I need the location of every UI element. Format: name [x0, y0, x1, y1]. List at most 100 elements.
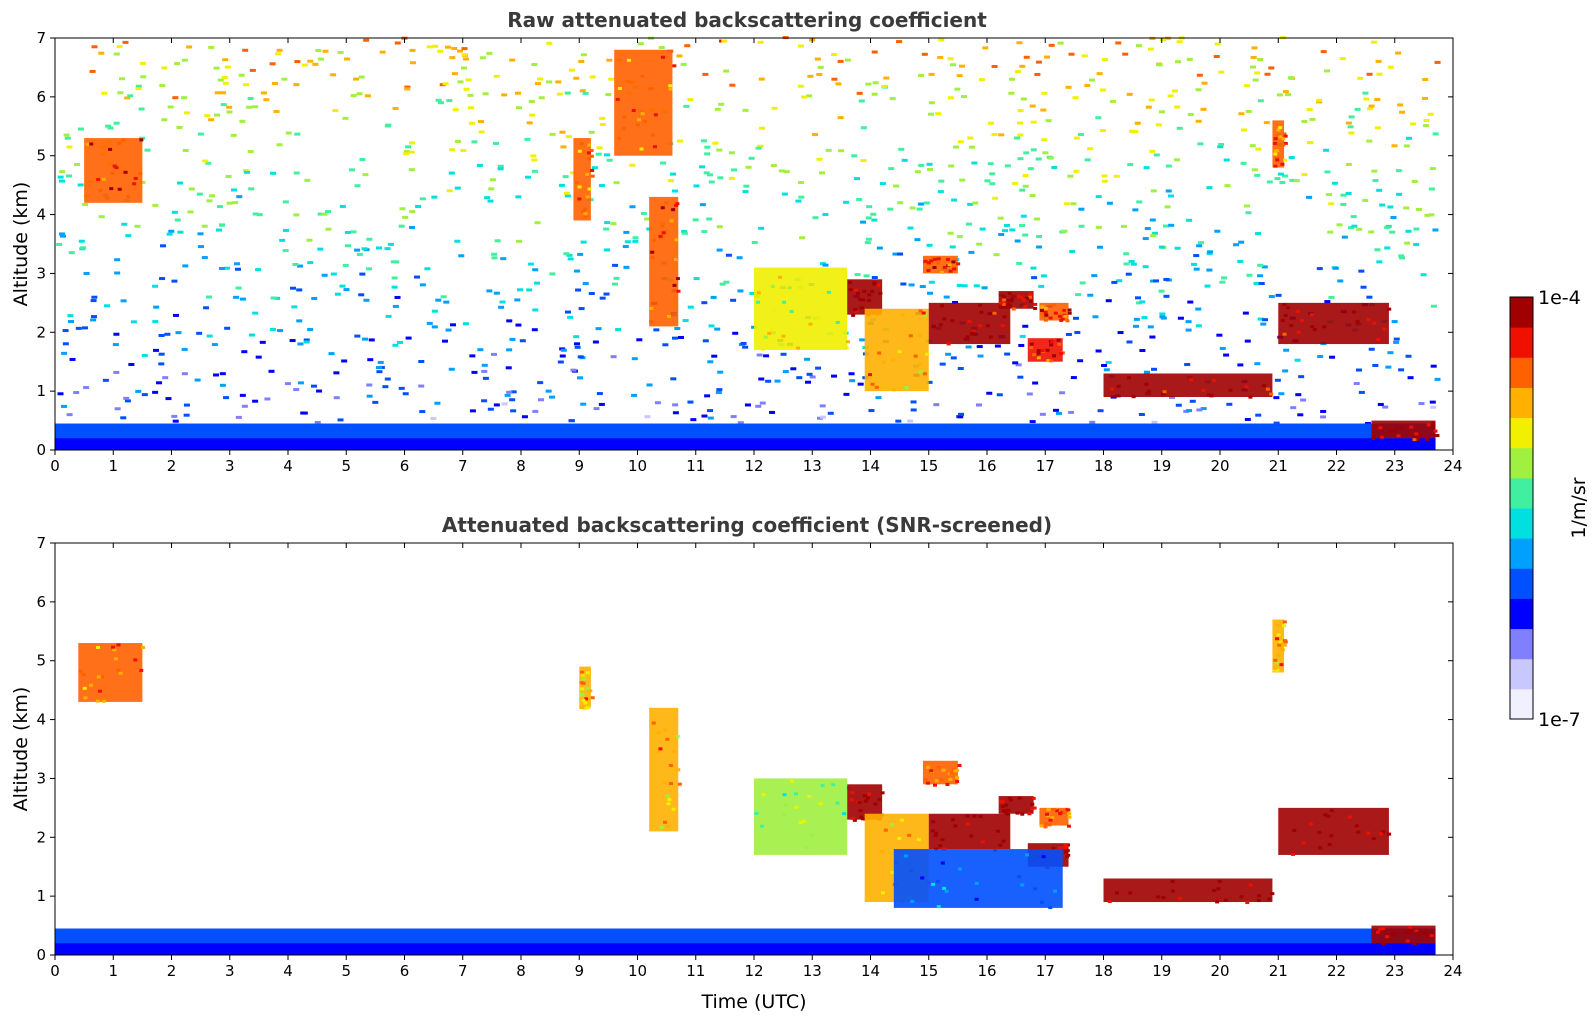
noise-cell	[1347, 125, 1354, 129]
noise-cell	[1022, 174, 1029, 178]
cloud-speckle	[974, 897, 979, 901]
noise-cell	[1017, 157, 1024, 161]
cloud-speckle	[860, 817, 865, 821]
noise-cell	[392, 304, 399, 308]
cloud-speckle	[857, 800, 862, 804]
noise-cell	[1142, 237, 1149, 241]
noise-cell	[923, 201, 930, 205]
noise-cell	[1095, 349, 1102, 353]
noise-cell	[233, 295, 240, 299]
cloud-speckle	[951, 260, 956, 264]
noise-cell	[461, 47, 468, 51]
noise-cell	[442, 82, 449, 86]
noise-cell	[562, 175, 569, 179]
cloud-speckle	[1000, 800, 1005, 804]
x-tick-label: 7	[458, 962, 468, 980]
cloud-feature	[1371, 420, 1436, 439]
noise-cell	[1423, 118, 1430, 122]
noise-cell	[822, 212, 829, 216]
noise-cell	[293, 213, 300, 217]
cloud-speckle	[585, 671, 590, 675]
cloud-speckle	[908, 334, 913, 338]
cloud-speckle	[1355, 320, 1360, 324]
cloud-speckle	[930, 829, 935, 833]
y-tick-label: 5	[36, 652, 46, 670]
noise-cell	[219, 223, 226, 227]
noise-cell	[1175, 403, 1182, 407]
noise-cell	[499, 300, 506, 304]
noise-cell	[1138, 413, 1145, 417]
colorbar-step	[1510, 417, 1533, 449]
noise-cell	[468, 106, 475, 110]
x-tick-label: 6	[400, 962, 410, 980]
cloud-speckle	[808, 322, 813, 326]
cloud-speckle	[1009, 297, 1014, 301]
noise-cell	[442, 339, 449, 343]
cloud-speckle	[1281, 642, 1286, 646]
cloud-speckle	[675, 202, 680, 206]
noise-cell	[156, 381, 163, 385]
cloud-speckle	[870, 382, 875, 386]
noise-cell	[1040, 108, 1047, 112]
cloud-speckle	[642, 119, 647, 123]
noise-cell	[528, 100, 535, 104]
cloud-speckle	[1278, 126, 1283, 130]
noise-cell	[1216, 333, 1223, 337]
noise-cell	[61, 351, 68, 355]
cloud-speckle	[1216, 887, 1221, 891]
noise-cell	[1143, 370, 1150, 374]
cloud-speckle	[862, 289, 867, 293]
cloud-speckle	[965, 335, 970, 339]
cloud-speckle	[948, 777, 953, 781]
cloud-speckle	[1276, 624, 1281, 628]
noise-cell	[1127, 163, 1134, 167]
noise-cell	[1276, 93, 1283, 97]
noise-cell	[482, 92, 489, 96]
cloud-speckle	[653, 113, 658, 117]
cloud-speckle	[1317, 830, 1322, 834]
x-tick-label: 15	[919, 457, 938, 475]
noise-cell	[241, 404, 248, 408]
cloud-speckle	[917, 334, 922, 338]
cloud-speckle	[936, 766, 941, 770]
noise-cell	[595, 152, 602, 156]
noise-cell	[301, 63, 308, 67]
noise-cell	[1348, 131, 1355, 135]
cloud-speckle	[676, 289, 681, 293]
cloud-speckle	[1347, 815, 1352, 819]
noise-cell	[711, 354, 718, 358]
noise-cell	[570, 171, 577, 175]
cloud-speckle	[879, 849, 884, 853]
noise-cell	[1219, 346, 1226, 350]
noise-cell	[196, 331, 203, 335]
x-tick-label: 8	[516, 962, 526, 980]
noise-cell	[306, 238, 313, 242]
cloud-speckle	[1144, 382, 1149, 386]
noise-cell	[1257, 274, 1264, 278]
cloud-speckle	[83, 696, 88, 700]
noise-cell	[1395, 51, 1402, 55]
noise-cell	[402, 215, 409, 219]
cloud-speckle	[95, 699, 100, 703]
cloud-speckle	[842, 812, 847, 816]
cloud-speckle	[668, 84, 673, 88]
noise-cell	[81, 326, 88, 330]
noise-cell	[350, 230, 357, 234]
noise-cell	[409, 210, 416, 214]
cloud-speckle	[1245, 901, 1250, 905]
noise-cell	[809, 375, 816, 379]
noise-cell	[1038, 284, 1045, 288]
noise-cell	[294, 60, 301, 64]
cloud-speckle	[1416, 433, 1421, 437]
noise-cell	[578, 307, 585, 311]
noise-cell	[64, 136, 71, 140]
noise-cell	[1362, 91, 1369, 95]
noise-cell	[1022, 184, 1029, 188]
noise-cell	[1320, 409, 1327, 413]
noise-cell	[1004, 164, 1011, 168]
noise-cell	[1065, 332, 1072, 336]
cloud-speckle	[1067, 815, 1072, 819]
noise-cell	[114, 271, 121, 275]
x-tick-label: 1	[108, 457, 118, 475]
cloud-speckle	[1387, 938, 1392, 942]
